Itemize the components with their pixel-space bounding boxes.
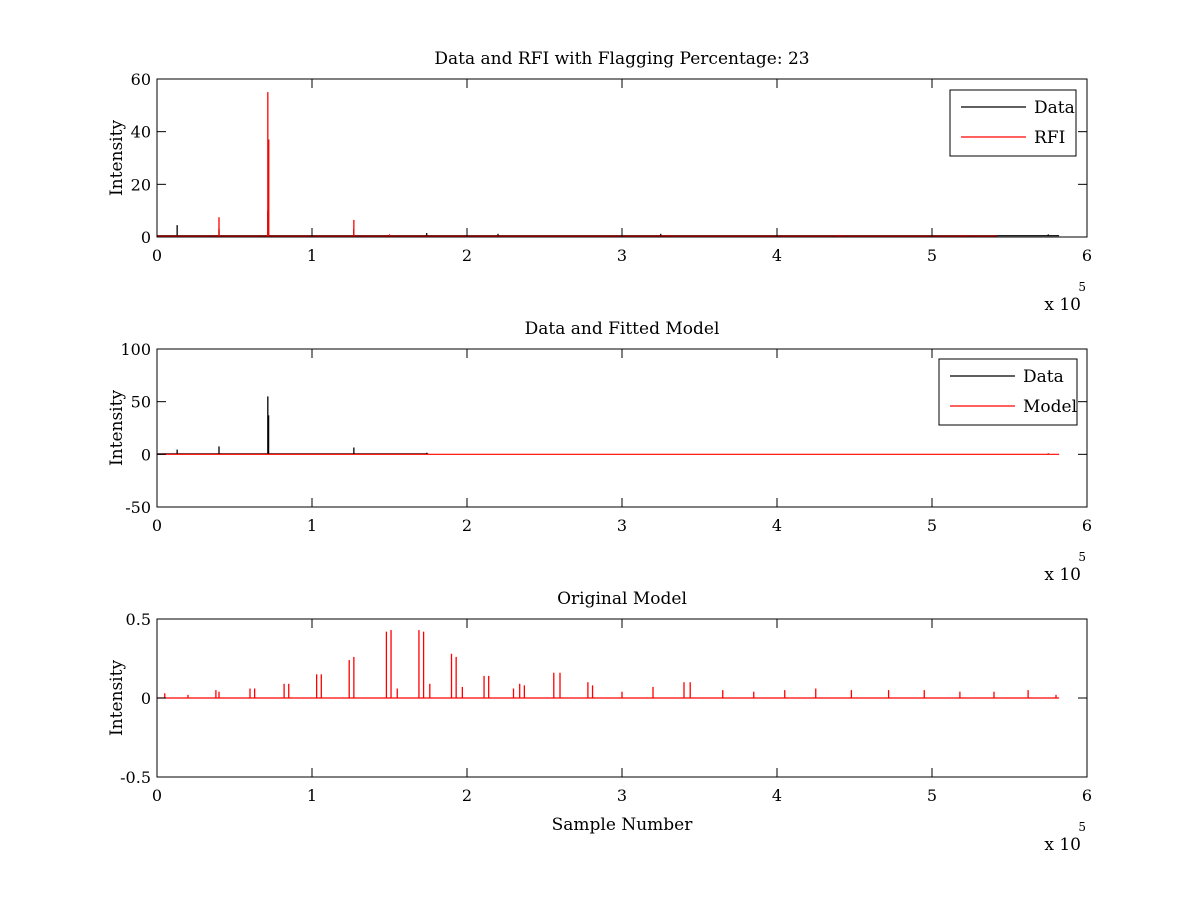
x-tick-label: 2 [462, 516, 472, 535]
x-tick-label: 0 [152, 516, 162, 535]
series-model [157, 630, 1060, 699]
x-tick-label: 5 [927, 786, 937, 805]
y-axis-label: Intensity [107, 660, 127, 736]
x-tick-label: 2 [462, 786, 472, 805]
x-tick-label: 0 [152, 786, 162, 805]
y-tick-label: 0 [141, 689, 151, 708]
x-tick-label: 1 [307, 786, 317, 805]
x-exponent-power: 5 [1078, 820, 1086, 834]
y-tick-label: 0.5 [126, 610, 151, 629]
plot-area [157, 79, 1087, 237]
x-tick-label: 1 [307, 516, 317, 535]
x-exponent-base: x 10 [1044, 835, 1081, 855]
y-tick-label: 20 [131, 175, 151, 194]
x-tick-label: 4 [772, 246, 782, 265]
legend-box [949, 89, 1077, 157]
y-axis-label: Intensity [107, 120, 127, 196]
y-tick-label: 100 [120, 340, 151, 359]
legend-label-data: Data [1034, 98, 1075, 118]
x-tick-label: 6 [1082, 246, 1092, 265]
y-tick-label: -50 [125, 498, 151, 517]
y-tick-label: 50 [131, 393, 151, 412]
x-exponent-power: 5 [1078, 550, 1086, 564]
x-tick-label: 4 [772, 786, 782, 805]
x-tick-label: 1 [307, 246, 317, 265]
x-tick-label: 6 [1082, 786, 1092, 805]
x-tick-label: 3 [617, 786, 627, 805]
plot-area [157, 349, 1087, 507]
chart-title: Data and Fitted Model [525, 319, 720, 339]
x-tick-label: 5 [927, 246, 937, 265]
x-axis-label: Sample Number [552, 815, 694, 835]
x-exponent-base: x 10 [1044, 295, 1081, 315]
y-tick-label: 0 [141, 445, 151, 464]
x-tick-label: 6 [1082, 516, 1092, 535]
y-tick-label: 0 [141, 228, 151, 247]
x-tick-label: 3 [617, 516, 627, 535]
legend: Data Model [938, 358, 1078, 426]
x-exponent: x 105 [1044, 820, 1086, 855]
y-axis-label: Intensity [107, 390, 127, 466]
y-tick-label: 40 [131, 123, 151, 142]
x-tick-label: 3 [617, 246, 627, 265]
chart-title: Data and RFI with Flagging Percentage: 2… [434, 49, 809, 69]
x-tick-label: 2 [462, 246, 472, 265]
y-tick-label: -0.5 [120, 768, 151, 787]
x-tick-label: 0 [152, 246, 162, 265]
legend-label-data: Data [1023, 367, 1064, 387]
legend: Data RFI [949, 89, 1077, 157]
x-exponent-base: x 10 [1044, 565, 1081, 585]
chart-title: Original Model [557, 589, 687, 609]
x-tick-label: 5 [927, 516, 937, 535]
series-rfi [157, 92, 998, 237]
x-exponent: x 105 [1044, 280, 1086, 315]
legend-label-model: Model [1023, 397, 1077, 417]
y-tick-label: 60 [131, 70, 151, 89]
legend-label-rfi: RFI [1034, 128, 1065, 148]
x-exponent: x 105 [1044, 550, 1086, 585]
x-exponent-power: 5 [1078, 280, 1086, 294]
x-tick-label: 4 [772, 516, 782, 535]
legend-box [938, 358, 1078, 426]
